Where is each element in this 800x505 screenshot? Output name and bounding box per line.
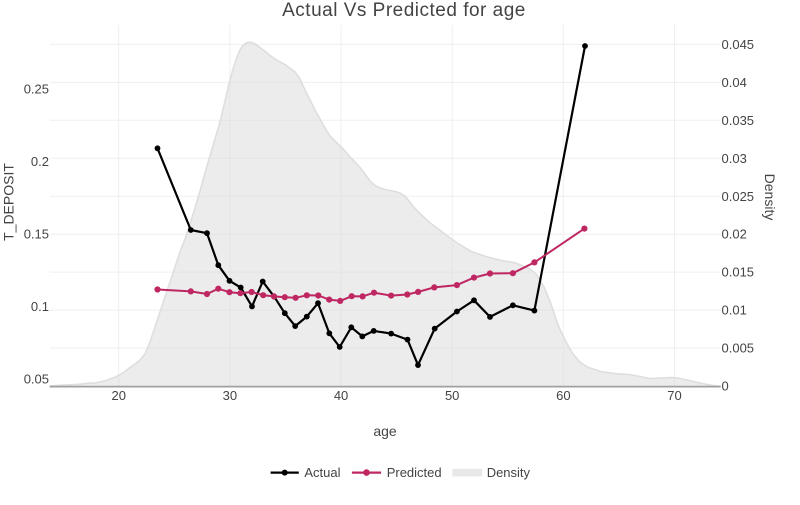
svg-text:T_DEPOSIT: T_DEPOSIT <box>1 163 17 241</box>
svg-text:0: 0 <box>722 379 729 394</box>
svg-text:60: 60 <box>556 388 570 403</box>
svg-text:0.005: 0.005 <box>722 341 755 356</box>
svg-text:0.015: 0.015 <box>722 265 755 280</box>
svg-text:0.03: 0.03 <box>722 151 747 166</box>
svg-text:40: 40 <box>334 388 348 403</box>
svg-text:0.05: 0.05 <box>24 371 49 386</box>
svg-text:Density: Density <box>487 465 531 480</box>
svg-text:Actual Vs Predicted for age: Actual Vs Predicted for age <box>282 0 526 21</box>
svg-text:0.025: 0.025 <box>722 189 755 204</box>
svg-text:0.02: 0.02 <box>722 227 747 242</box>
svg-text:Density: Density <box>762 174 778 221</box>
svg-text:30: 30 <box>223 388 237 403</box>
svg-text:0.15: 0.15 <box>24 227 49 242</box>
svg-text:70: 70 <box>667 388 681 403</box>
svg-text:0.1: 0.1 <box>31 299 49 314</box>
svg-text:0.25: 0.25 <box>24 82 49 97</box>
svg-text:Actual: Actual <box>304 465 340 480</box>
svg-text:50: 50 <box>445 388 459 403</box>
svg-text:0.2: 0.2 <box>31 154 49 169</box>
svg-text:0.045: 0.045 <box>722 37 755 52</box>
svg-text:Predicted: Predicted <box>387 465 442 480</box>
svg-text:0.01: 0.01 <box>722 303 747 318</box>
svg-text:20: 20 <box>112 388 126 403</box>
svg-text:0.04: 0.04 <box>722 75 747 90</box>
svg-text:age: age <box>373 423 397 439</box>
svg-text:0.035: 0.035 <box>722 113 755 128</box>
